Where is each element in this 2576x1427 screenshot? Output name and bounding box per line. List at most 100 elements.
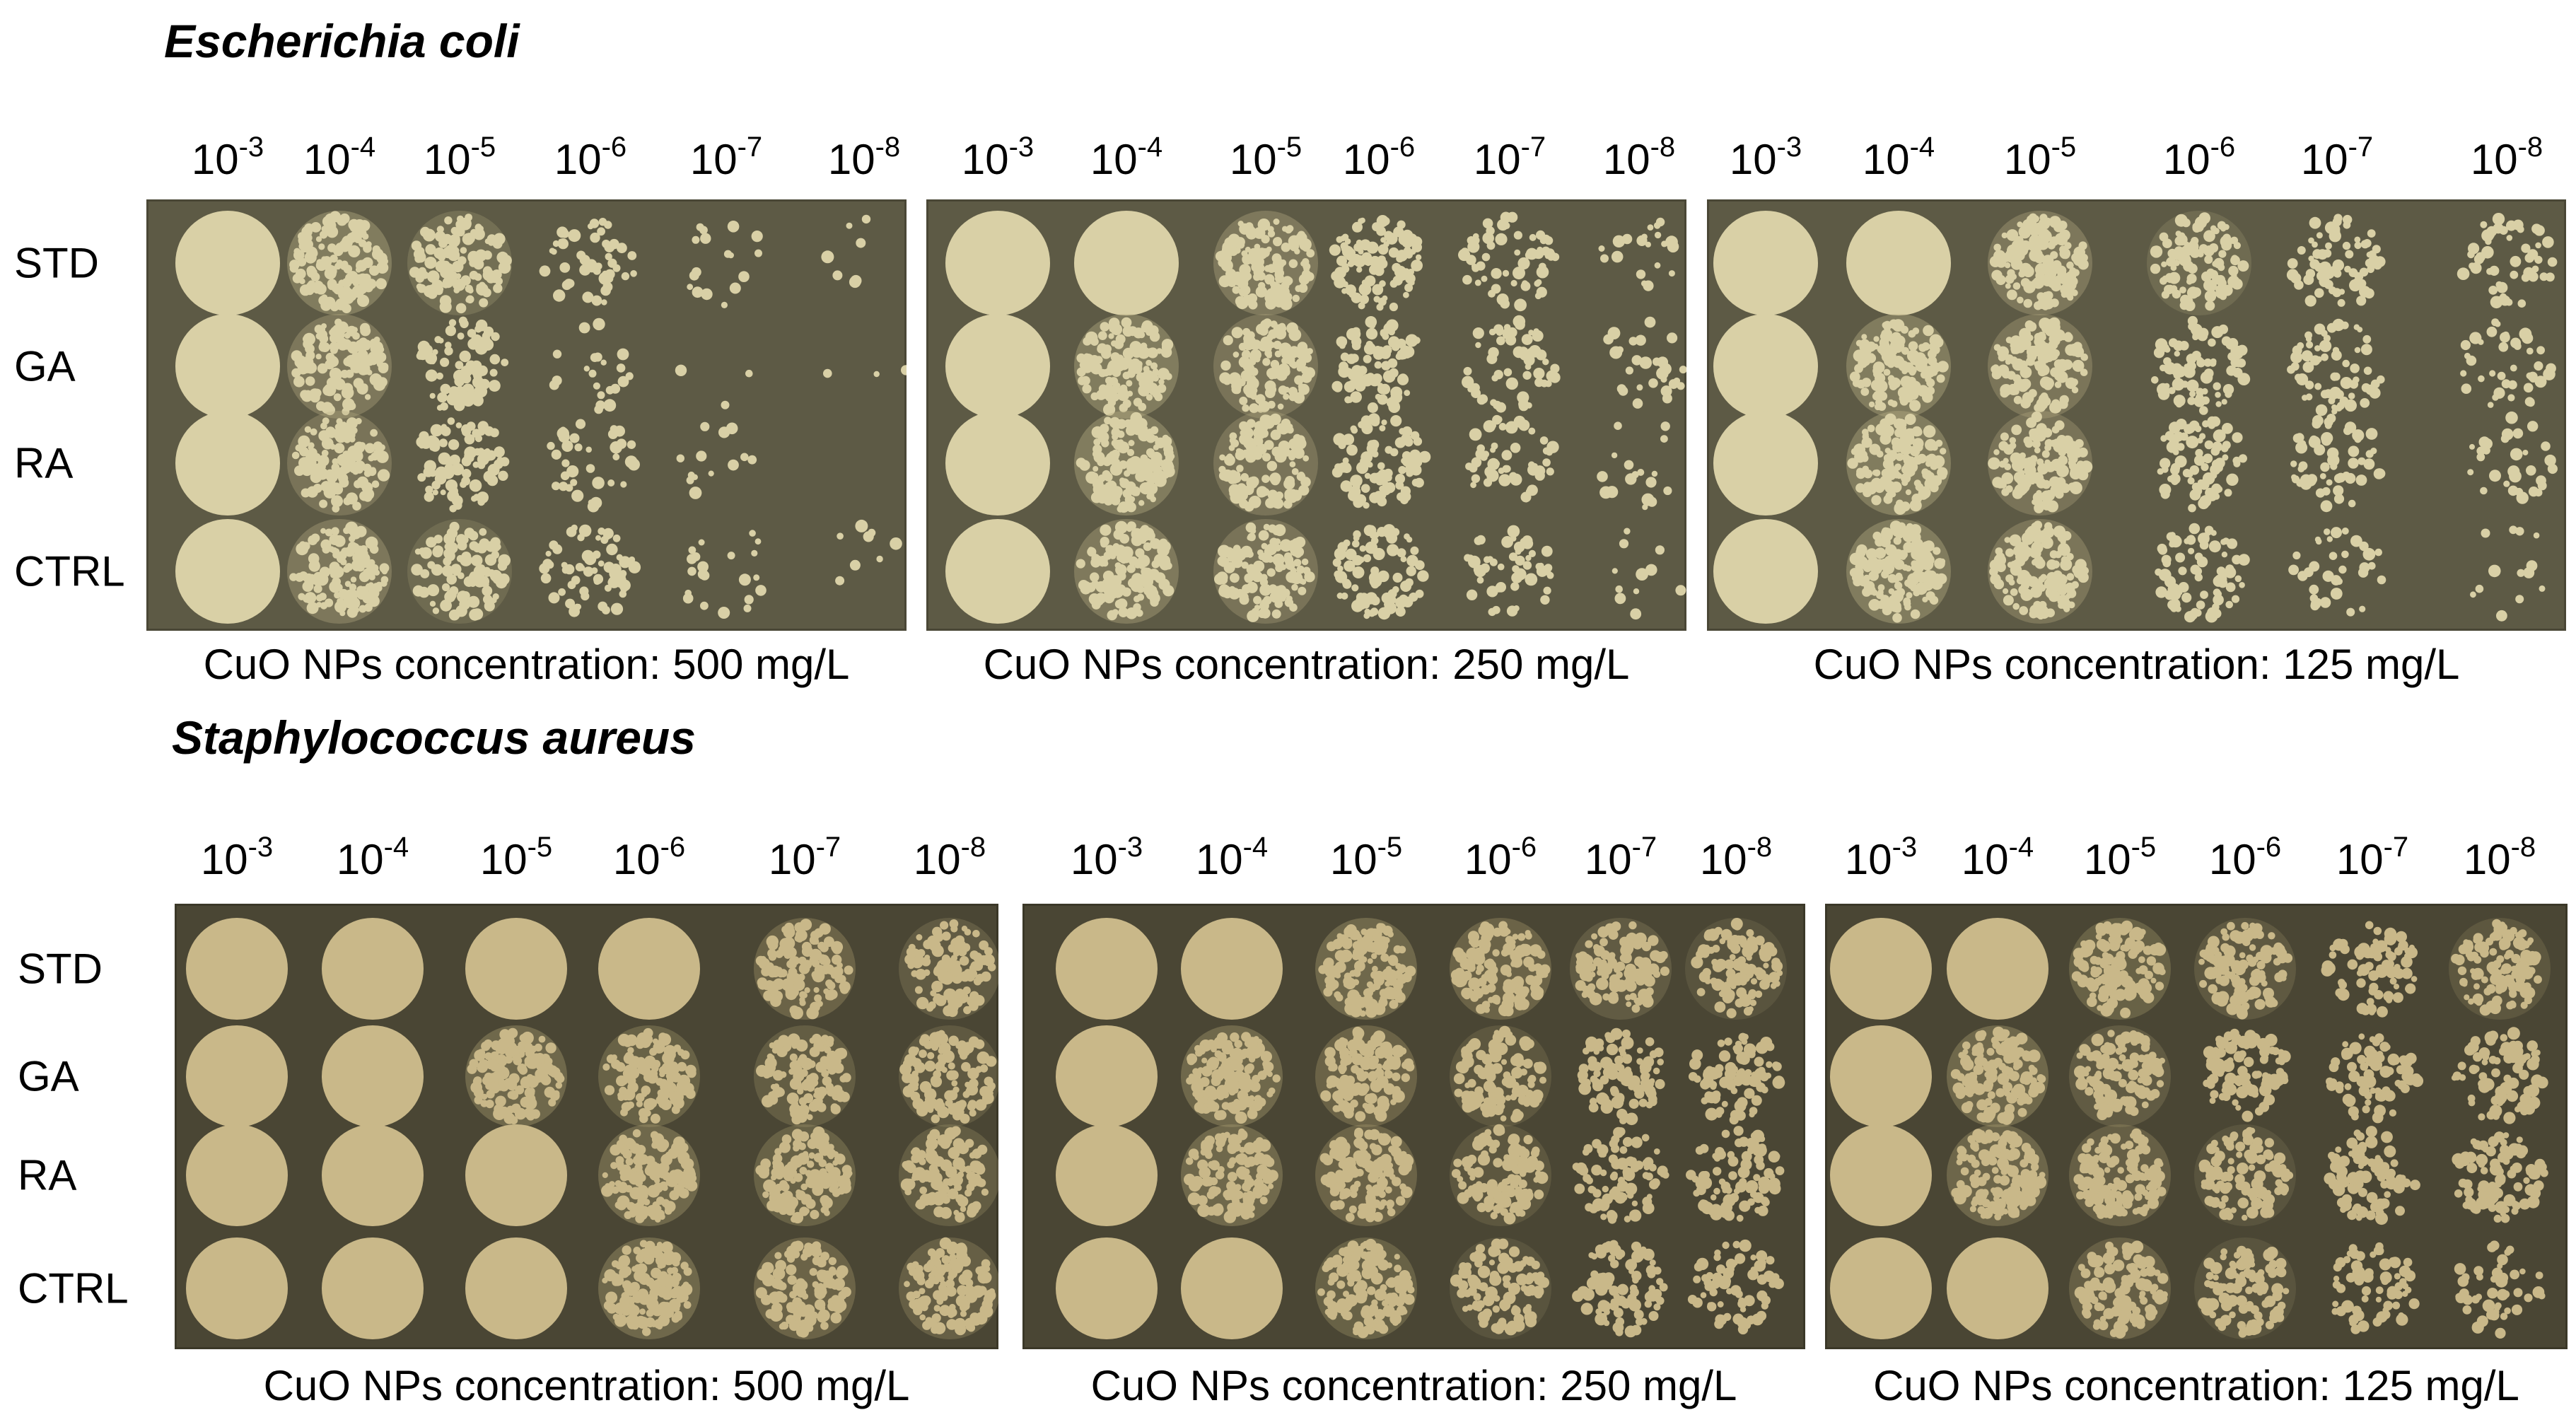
- colony: [1283, 554, 1294, 565]
- colony: [2510, 270, 2519, 279]
- colony: [308, 448, 317, 458]
- colony: [637, 1038, 647, 1048]
- colony: [330, 302, 339, 312]
- colony: [1885, 491, 1894, 500]
- colony: [313, 584, 322, 593]
- colony: [1522, 561, 1532, 570]
- colony: [2186, 379, 2199, 392]
- colony: [464, 452, 473, 461]
- colony: [437, 392, 448, 403]
- colony: [427, 272, 434, 279]
- colony: [1339, 342, 1346, 349]
- colony: [2547, 463, 2558, 474]
- colony: [652, 1059, 661, 1068]
- colony: [487, 464, 500, 476]
- colony: [377, 278, 385, 286]
- colony: [1655, 217, 1665, 227]
- colony: [525, 1094, 536, 1104]
- colony: [1482, 218, 1493, 229]
- dilution-exponent: -8: [875, 132, 901, 163]
- colony: [1389, 302, 1398, 312]
- colony: [2314, 323, 2326, 335]
- colony: [667, 1082, 677, 1093]
- colony-spot: [2470, 525, 2546, 622]
- confluent-growth: [1846, 211, 1951, 315]
- colony: [2031, 345, 2043, 356]
- dilution-exponent: -7: [815, 832, 841, 863]
- colony: [1921, 558, 1934, 571]
- colony: [1654, 231, 1662, 239]
- colony: [444, 346, 453, 356]
- colony: [477, 1049, 486, 1057]
- colony: [2181, 593, 2192, 603]
- colony: [1111, 460, 1118, 467]
- colony: [2338, 289, 2345, 295]
- colony: [1370, 595, 1380, 606]
- colony: [2072, 269, 2080, 276]
- colony: [328, 221, 334, 228]
- colony: [2309, 216, 2321, 229]
- colony: [1467, 554, 1474, 562]
- colony: [1281, 243, 1290, 252]
- colony: [1388, 247, 1399, 258]
- colony: [663, 1044, 677, 1058]
- colony: [2308, 237, 2314, 244]
- colony: [1221, 469, 1234, 482]
- colony: [2080, 368, 2088, 376]
- colony: [1616, 346, 1624, 354]
- colony-spot: [175, 314, 280, 419]
- colony: [1261, 552, 1272, 563]
- colony: [1274, 237, 1282, 244]
- colony-spot: [675, 364, 753, 409]
- colony: [1535, 279, 1542, 286]
- colony-spot: [1331, 316, 1421, 413]
- colony: [548, 592, 560, 604]
- colony: [1264, 293, 1274, 303]
- colony: [315, 236, 322, 243]
- colony: [2164, 590, 2175, 600]
- colony-spot: [945, 411, 1050, 516]
- colony: [1895, 453, 1904, 461]
- colony: [685, 1064, 697, 1076]
- colony: [1528, 330, 1534, 336]
- dilution-base: 10: [200, 836, 248, 883]
- colony: [1406, 566, 1416, 576]
- colony: [2355, 474, 2367, 486]
- colony: [334, 591, 341, 599]
- colony: [1295, 358, 1307, 369]
- colony: [368, 595, 380, 607]
- colony: [429, 392, 436, 399]
- colony: [754, 249, 762, 257]
- colony: [1679, 366, 1686, 374]
- colony: [2323, 334, 2331, 342]
- colony: [1162, 461, 1175, 474]
- colony: [330, 211, 341, 223]
- colony-spot: [1213, 211, 1318, 315]
- colony: [498, 1037, 511, 1050]
- colony: [2032, 428, 2039, 436]
- colony: [1546, 448, 1553, 456]
- colony: [354, 454, 361, 460]
- colony: [1261, 453, 1271, 462]
- colony: [1352, 555, 1363, 566]
- colony: [1659, 363, 1672, 375]
- colony: [443, 548, 453, 559]
- colony: [2223, 223, 2230, 231]
- colony: [448, 235, 460, 247]
- colony: [2151, 376, 2159, 384]
- colony-spot: [2157, 416, 2247, 513]
- colony: [1855, 547, 1866, 558]
- colony: [2072, 565, 2082, 575]
- colony: [1894, 335, 1906, 346]
- dilution-base: 10: [554, 136, 602, 183]
- colony: [1238, 286, 1249, 297]
- colony: [1158, 378, 1165, 385]
- colony: [1356, 267, 1363, 273]
- colony: [467, 595, 480, 608]
- colony: [506, 1105, 515, 1114]
- colony: [2013, 253, 2020, 261]
- colony: [1240, 429, 1246, 436]
- colony: [307, 280, 316, 289]
- colony: [472, 429, 482, 438]
- colony: [1632, 398, 1643, 409]
